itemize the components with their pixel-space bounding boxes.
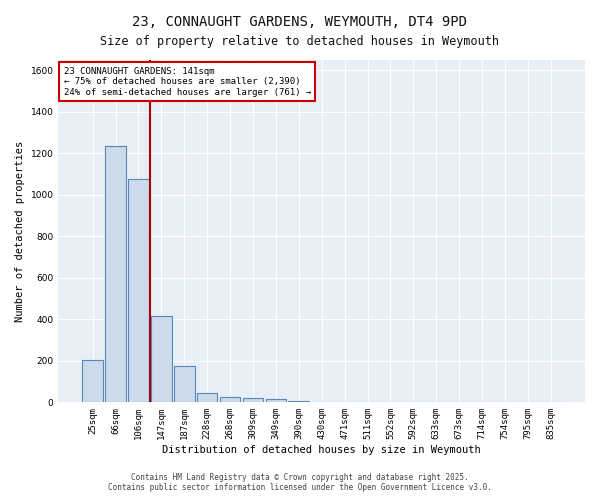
Bar [266, 399, 286, 402]
Text: Contains HM Land Registry data © Crown copyright and database right 2025.
Contai: Contains HM Land Registry data © Crown c… [108, 473, 492, 492]
Text: 23 CONNAUGHT GARDENS: 141sqm
← 75% of detached houses are smaller (2,390)
24% of: 23 CONNAUGHT GARDENS: 141sqm ← 75% of de… [64, 67, 311, 96]
Text: Size of property relative to detached houses in Weymouth: Size of property relative to detached ho… [101, 35, 499, 48]
Bar [220, 397, 241, 402]
Bar [128, 180, 149, 402]
Text: 23, CONNAUGHT GARDENS, WEYMOUTH, DT4 9PD: 23, CONNAUGHT GARDENS, WEYMOUTH, DT4 9PD [133, 15, 467, 29]
Bar [151, 316, 172, 402]
Bar [197, 393, 217, 402]
Bar [174, 366, 194, 403]
Y-axis label: Number of detached properties: Number of detached properties [15, 140, 25, 322]
Bar [105, 146, 126, 403]
Bar [242, 398, 263, 402]
Bar [82, 360, 103, 403]
X-axis label: Distribution of detached houses by size in Weymouth: Distribution of detached houses by size … [163, 445, 481, 455]
